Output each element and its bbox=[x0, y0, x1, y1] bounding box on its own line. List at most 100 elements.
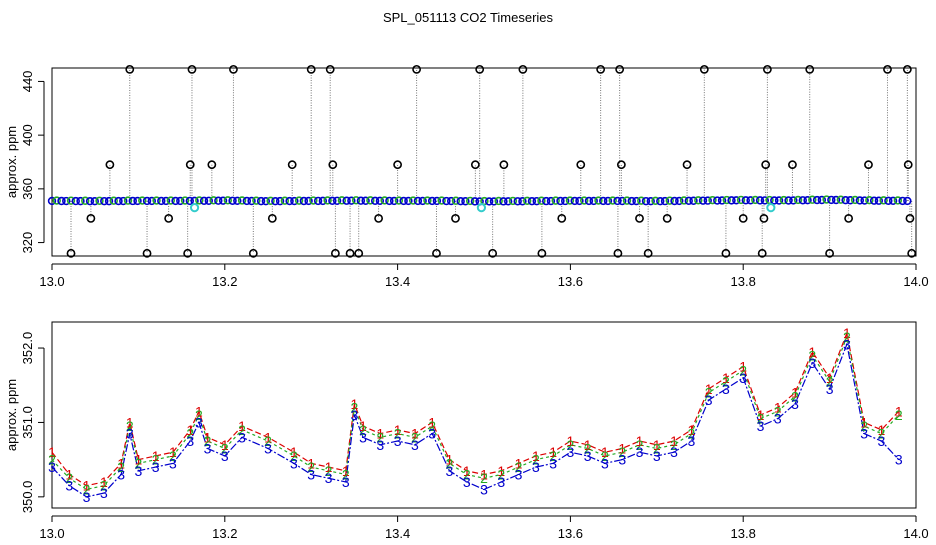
series-2-line bbox=[51, 334, 900, 491]
series-3-point: 3 bbox=[463, 474, 471, 490]
spike-point bbox=[207, 160, 217, 170]
spike-point bbox=[267, 213, 277, 223]
baseline-point bbox=[518, 197, 527, 206]
y-tick-label: 360 bbox=[20, 178, 35, 200]
series-3-point: 3 bbox=[670, 444, 678, 460]
spike-point bbox=[499, 160, 509, 170]
spike-point bbox=[164, 213, 174, 223]
bottom-plot-frame bbox=[51, 321, 917, 509]
series-2-point: 2 bbox=[463, 467, 471, 483]
baseline-point bbox=[380, 196, 389, 205]
series-3-point: 3 bbox=[169, 455, 177, 471]
baseline-point bbox=[789, 196, 798, 205]
series-3-line bbox=[51, 342, 900, 498]
spike-point bbox=[287, 160, 297, 170]
series-2-point: 2 bbox=[204, 433, 212, 449]
baseline-point bbox=[784, 196, 793, 205]
series-2-point: 2 bbox=[195, 407, 203, 423]
baseline-point bbox=[171, 196, 180, 206]
series-3-point: 3 bbox=[687, 433, 695, 449]
baseline-point bbox=[304, 196, 313, 206]
baseline-point bbox=[850, 195, 860, 205]
series-2-point: 2 bbox=[757, 411, 765, 427]
baseline-point bbox=[432, 196, 442, 206]
series-2-point: 2 bbox=[238, 422, 246, 438]
spike-point bbox=[432, 248, 441, 258]
baseline-point bbox=[337, 196, 347, 205]
series-2-point: 2 bbox=[351, 400, 359, 416]
baseline-point bbox=[846, 196, 855, 205]
series-3-point: 3 bbox=[65, 478, 73, 494]
baseline-point bbox=[675, 196, 684, 206]
baseline-point bbox=[822, 195, 831, 204]
spike-point bbox=[470, 160, 480, 170]
baseline-point bbox=[774, 196, 784, 205]
baseline-point bbox=[679, 196, 689, 205]
baseline-point bbox=[185, 196, 195, 206]
series-1-point: 1 bbox=[687, 422, 695, 438]
x-tick-label: 13.8 bbox=[731, 526, 756, 540]
series-3-point: 3 bbox=[584, 448, 592, 464]
baseline-point bbox=[161, 196, 171, 206]
spike-point bbox=[682, 160, 692, 170]
series-3-point: 3 bbox=[221, 448, 229, 464]
baseline-point bbox=[309, 196, 318, 205]
series-1-point: 1 bbox=[342, 463, 350, 479]
series-1-point: 1 bbox=[463, 463, 471, 479]
baseline-point bbox=[62, 196, 71, 206]
series-3-point: 3 bbox=[264, 440, 272, 456]
series-3-point: 3 bbox=[705, 392, 713, 408]
baseline-point bbox=[347, 196, 356, 205]
series-1-point: 1 bbox=[376, 426, 384, 442]
baseline-point bbox=[437, 196, 446, 205]
baseline-point bbox=[627, 196, 636, 206]
spike-point bbox=[721, 248, 731, 258]
baseline-point bbox=[242, 196, 252, 206]
baseline-point bbox=[85, 196, 95, 206]
series-1-point: 1 bbox=[117, 455, 125, 471]
baseline-point bbox=[641, 196, 651, 206]
series-2-point: 2 bbox=[480, 470, 488, 486]
series-2-point: 2 bbox=[446, 455, 454, 471]
series-1-point: 1 bbox=[290, 444, 298, 460]
series-1-point: 1 bbox=[135, 452, 143, 468]
series-3-point: 3 bbox=[515, 467, 523, 483]
series-1-point: 1 bbox=[480, 467, 488, 483]
series-1-point: 1 bbox=[584, 437, 592, 453]
series-3-point: 3 bbox=[826, 381, 834, 397]
baseline-point bbox=[389, 196, 399, 206]
series-3-point: 3 bbox=[636, 444, 644, 460]
spike-point bbox=[354, 248, 364, 258]
baseline-point bbox=[803, 196, 812, 205]
baseline-point bbox=[456, 196, 465, 206]
spike-point bbox=[759, 213, 769, 223]
baseline-point bbox=[827, 195, 836, 205]
series-1-point: 1 bbox=[359, 418, 367, 434]
baseline-point bbox=[865, 196, 874, 205]
baseline-point bbox=[841, 195, 850, 205]
spike-point bbox=[662, 213, 672, 223]
baseline-point bbox=[442, 196, 451, 206]
spike-point bbox=[325, 64, 335, 74]
series-1-point: 1 bbox=[100, 474, 108, 490]
series-2-point: 2 bbox=[428, 418, 436, 434]
spike-point bbox=[229, 64, 238, 74]
spike-point bbox=[635, 213, 644, 223]
series-1-point: 1 bbox=[428, 414, 436, 430]
baseline-point bbox=[879, 196, 888, 205]
baseline-point bbox=[313, 196, 323, 206]
baseline-point bbox=[570, 196, 579, 206]
y-tick-label: 400 bbox=[20, 124, 35, 146]
baseline-point bbox=[903, 196, 912, 206]
baseline-point bbox=[551, 196, 560, 205]
baseline-point bbox=[47, 196, 57, 206]
baseline-point bbox=[138, 196, 147, 205]
baseline-point bbox=[646, 196, 655, 206]
series-3-point: 3 bbox=[618, 452, 626, 468]
series-2-point: 2 bbox=[264, 433, 272, 449]
spike-point bbox=[488, 248, 498, 258]
baseline-point bbox=[494, 196, 503, 206]
baseline-point bbox=[874, 196, 884, 205]
baseline-point bbox=[95, 196, 104, 205]
